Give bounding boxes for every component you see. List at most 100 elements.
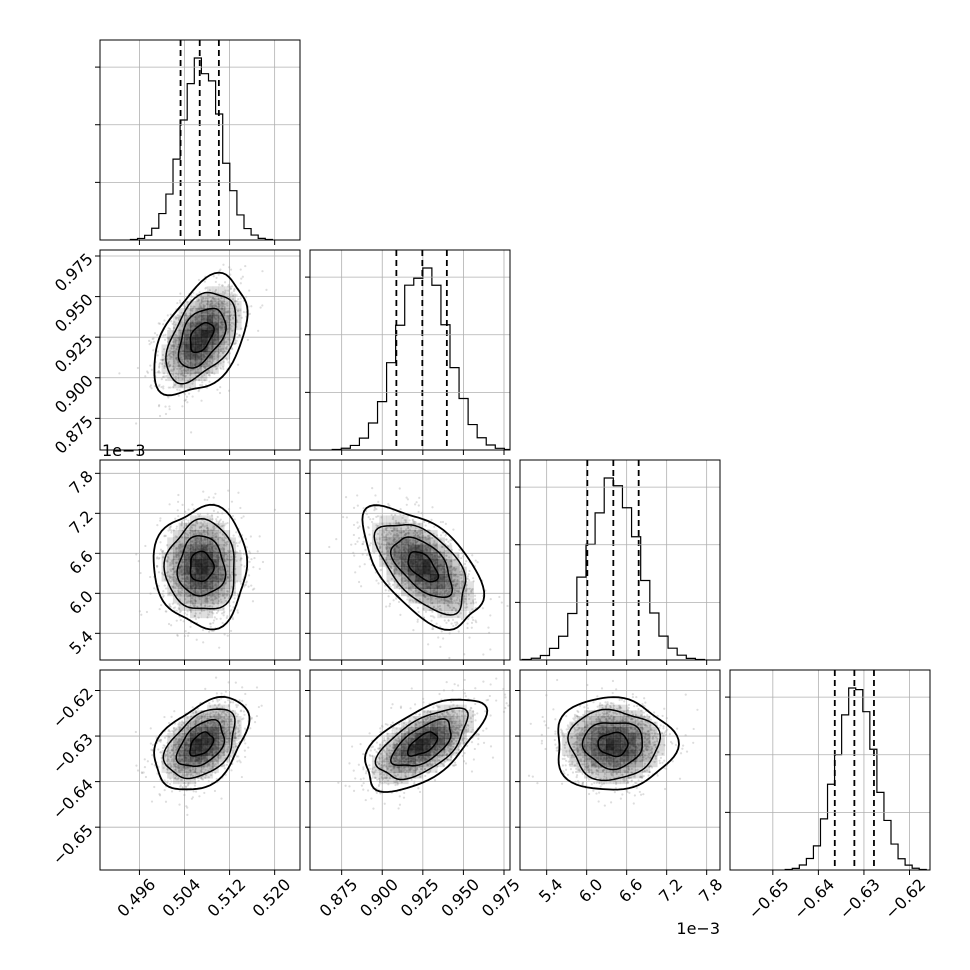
scatter-point (261, 270, 264, 273)
scatter-point (393, 572, 397, 575)
scatter-point (454, 573, 457, 576)
scatter-point (432, 548, 435, 552)
scatter-point (203, 533, 206, 536)
scatter-point (201, 375, 204, 378)
scatter-point (222, 312, 225, 315)
scatter-point (395, 544, 399, 548)
scatter-point (418, 523, 421, 526)
scatter-point (213, 764, 216, 768)
scatter-point (185, 592, 188, 595)
scatter-point (206, 294, 210, 297)
scatter-point (439, 591, 442, 594)
scatter-point (393, 538, 396, 541)
scatter-point (226, 521, 229, 525)
density-cell (201, 537, 208, 546)
density-cell (422, 544, 431, 553)
scatter-point (202, 300, 205, 303)
scatter-point (218, 592, 221, 596)
scatter-point (216, 511, 220, 514)
scatter-point (214, 304, 218, 308)
scatter-point (214, 535, 217, 538)
scatter-point (392, 535, 395, 538)
scatter-point (219, 579, 222, 582)
scatter-point (181, 371, 184, 375)
scatter-point (393, 552, 396, 556)
scatter-point (216, 554, 219, 557)
scatter-point (438, 593, 442, 596)
scatter-point (405, 538, 408, 541)
scatter-point (194, 318, 197, 321)
scatter-point (437, 555, 440, 559)
scatter-point (165, 571, 168, 575)
scatter-point (423, 589, 426, 592)
scatter-point (217, 302, 220, 306)
scatter-point (196, 512, 200, 516)
scatter-point (225, 594, 228, 597)
scatter-point (446, 593, 449, 596)
scatter-point (460, 557, 463, 560)
scatter-point (422, 535, 425, 538)
scatter-point (186, 360, 190, 363)
scatter-point (167, 365, 171, 368)
scatter-point (217, 581, 220, 584)
scatter-point (444, 571, 447, 574)
scatter-point (406, 598, 409, 601)
scatter-point (428, 529, 431, 532)
scatter-point (204, 530, 207, 533)
scatter-point (237, 298, 240, 301)
scatter-point (219, 518, 222, 521)
scatter-point (179, 592, 182, 596)
scatter-point (224, 522, 227, 525)
scatter-point (193, 305, 196, 309)
density-cell (401, 581, 409, 589)
scatter-point (191, 540, 194, 543)
scatter-point (215, 547, 218, 551)
scatter-point (177, 394, 180, 397)
scatter-point (179, 594, 182, 597)
scatter-point (416, 606, 420, 609)
scatter-point (435, 622, 438, 625)
scatter-point (229, 576, 232, 579)
scatter-point (232, 294, 235, 298)
scatter-point (217, 351, 221, 354)
scatter-point (240, 316, 243, 319)
scatter-point (158, 556, 161, 560)
scatter-point (225, 563, 228, 567)
scatter-point (218, 536, 222, 539)
scatter-point (400, 531, 403, 534)
scatter-point (404, 532, 408, 535)
scatter-point (165, 374, 168, 378)
scatter-point (417, 591, 421, 594)
scatter-point (412, 539, 415, 542)
scatter-point (208, 610, 211, 613)
density-cell (415, 595, 424, 604)
scatter-point (158, 322, 161, 325)
density-cell (190, 322, 197, 331)
scatter-point (181, 503, 184, 506)
scatter-point (220, 588, 223, 591)
scatter-point (169, 335, 172, 338)
scatter-point (195, 592, 198, 595)
scatter-point (247, 585, 250, 588)
scatter-point (453, 583, 457, 586)
scatter-point (229, 273, 232, 276)
scatter-point (165, 544, 169, 547)
scatter-point (161, 556, 164, 559)
scatter-point (405, 541, 408, 545)
scatter-point (449, 560, 452, 563)
scatter-point (220, 573, 223, 576)
scatter-point (402, 522, 405, 525)
scatter-point (156, 354, 159, 357)
scatter-point (239, 282, 242, 285)
scatter-point (171, 573, 174, 576)
scatter-point (180, 758, 183, 761)
scatter-point (203, 525, 206, 528)
density-cell (167, 344, 174, 353)
scatter-point (373, 509, 376, 512)
scatter-point (155, 557, 159, 560)
scatter-point (171, 370, 174, 373)
scatter-point (198, 515, 201, 518)
scatter-point (190, 305, 193, 308)
y-tick-label: 0.875 (51, 412, 97, 458)
scatter-point (169, 552, 172, 555)
